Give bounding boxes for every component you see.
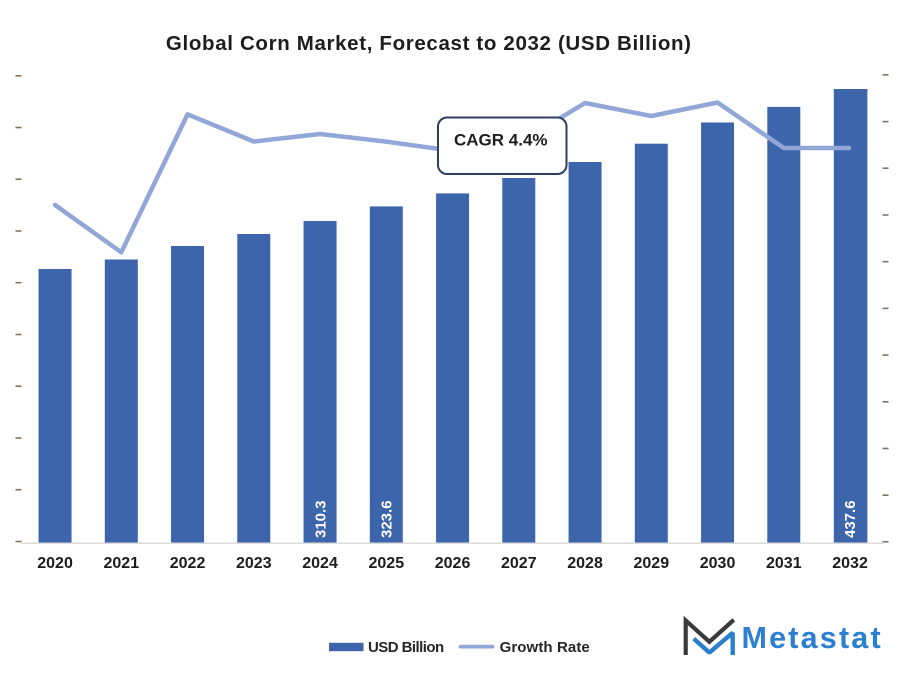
svg-text:2031: 2031 bbox=[766, 555, 802, 572]
svg-text:323.6: 323.6 bbox=[379, 500, 396, 538]
svg-text:437.6: 437.6 bbox=[842, 500, 859, 538]
svg-text:310.3: 310.3 bbox=[312, 500, 329, 538]
svg-text:2030: 2030 bbox=[700, 555, 736, 572]
svg-text:CAGR 4.4%: CAGR 4.4% bbox=[454, 131, 548, 150]
svg-text:2025: 2025 bbox=[369, 555, 405, 572]
svg-text:Metastat: Metastat bbox=[742, 621, 883, 655]
svg-text:2026: 2026 bbox=[435, 555, 471, 572]
svg-text:Growth Rate: Growth Rate bbox=[500, 639, 590, 656]
svg-text:2023: 2023 bbox=[236, 555, 272, 572]
svg-text:2027: 2027 bbox=[501, 555, 537, 572]
svg-text:Global Corn Market, Forecast t: Global Corn Market, Forecast to 2032 (US… bbox=[166, 32, 692, 55]
svg-text:2024: 2024 bbox=[302, 555, 338, 572]
svg-text:2022: 2022 bbox=[170, 555, 206, 572]
svg-text:USD Billion: USD Billion bbox=[368, 639, 444, 656]
svg-text:2021: 2021 bbox=[104, 555, 140, 572]
svg-text:2028: 2028 bbox=[567, 555, 603, 572]
svg-text:2020: 2020 bbox=[37, 555, 73, 572]
svg-text:2029: 2029 bbox=[634, 555, 670, 572]
svg-text:2032: 2032 bbox=[832, 555, 868, 572]
